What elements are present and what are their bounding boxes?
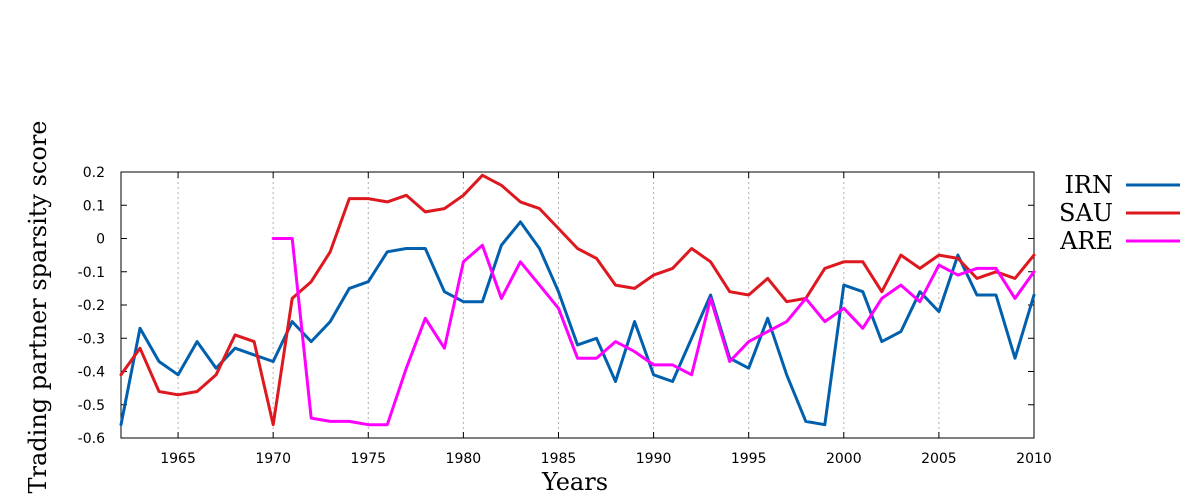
- x-tick-label: 1965: [160, 451, 196, 467]
- y-axis-title: Trading partner sparsity score: [24, 121, 52, 494]
- y-tick-label: -0.4: [78, 365, 105, 381]
- y-tick-label: -0.5: [78, 398, 105, 414]
- series-line-irn: [119, 220, 1036, 427]
- y-axis: 0.2 0.1 0 -0.1 -0.2 -0.3 -0.4 -0.5 -0.6: [78, 165, 1034, 447]
- x-tick-label: 2010: [1016, 451, 1052, 467]
- x-tick-label: 1990: [636, 451, 672, 467]
- x-axis-title: Years: [541, 468, 608, 496]
- y-tick-label: 0: [96, 232, 105, 248]
- series-line-sau: [119, 173, 1036, 427]
- x-tick-label: 1975: [350, 451, 386, 467]
- y-tick-label: -0.6: [78, 431, 105, 447]
- y-tick-label: 0.1: [83, 198, 105, 214]
- series-line-are: [271, 237, 1036, 427]
- y-tick-label: 0.2: [83, 165, 105, 181]
- x-tick-label: 1995: [731, 451, 767, 467]
- x-tick-label: 1970: [255, 451, 291, 467]
- plot-frame: [120, 171, 1035, 439]
- x-tick-label: 1985: [541, 451, 577, 467]
- y-tick-label: -0.1: [78, 265, 105, 281]
- x-axis: 1965 1970 1975 1980 1985 1990 1995 2000 2005 2010: [160, 172, 1052, 467]
- legend-label-irn: IRN: [1064, 171, 1113, 199]
- series-lines: [119, 173, 1036, 427]
- x-tick-label: 2005: [921, 451, 957, 467]
- y-tick-label: -0.2: [78, 298, 105, 314]
- x-tick-label: 1980: [446, 451, 482, 467]
- legend-label-sau: SAU: [1059, 199, 1113, 227]
- legend-label-are: ARE: [1059, 227, 1113, 255]
- x-tick-label: 2000: [826, 451, 862, 467]
- y-tick-label: -0.3: [78, 331, 105, 347]
